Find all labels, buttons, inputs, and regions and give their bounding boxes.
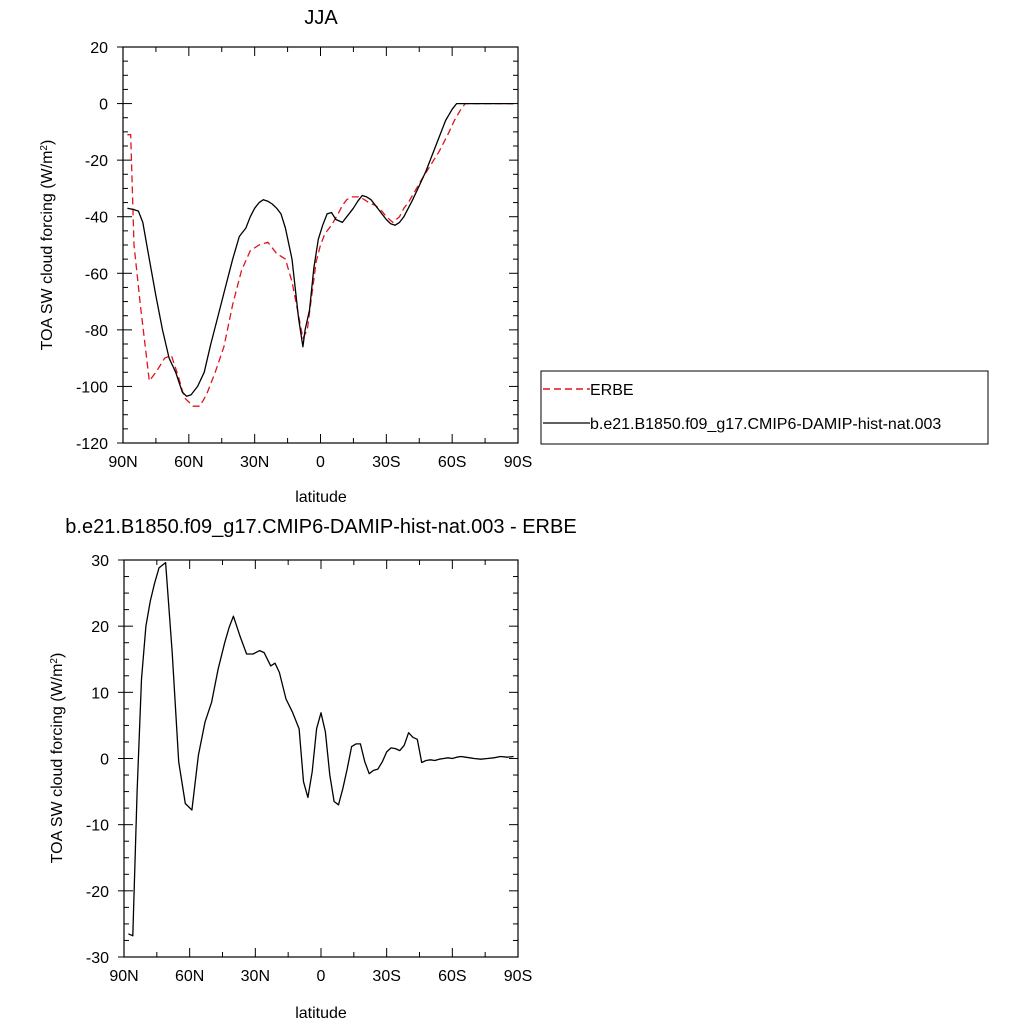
x-tick-label: 90N — [108, 454, 137, 471]
y-tick-label: 20 — [90, 40, 108, 57]
x-tick-label: 60N — [174, 454, 203, 471]
x-axis-label: latitude — [295, 1005, 347, 1022]
y-tick-label: 20 — [91, 619, 109, 636]
legend: ERBE b.e21.B1850.f09_g17.CMIP6-DAMIP-his… — [540, 370, 989, 445]
y-tick-label: 0 — [100, 752, 109, 769]
x-tick-label: 0 — [316, 454, 325, 471]
y-tick-label: -30 — [86, 950, 109, 967]
y-tick-label: 0 — [99, 97, 108, 114]
y-axis-label: TOA SW cloud forcing (W/m2) — [39, 140, 57, 351]
panel-title: JJA — [304, 7, 338, 29]
x-tick-label: 60N — [175, 968, 204, 985]
series-line-0 — [128, 561, 514, 937]
plot-frame — [123, 559, 519, 958]
panel-title: b.e21.B1850.f09_g17.CMIP6-DAMIP-hist-nat… — [65, 516, 576, 538]
x-tick-label: 30N — [240, 454, 269, 471]
series-line-0 — [127, 102, 514, 407]
series-line-1 — [127, 102, 514, 397]
x-tick-label: 90S — [504, 968, 532, 985]
x-tick-label: 30S — [372, 968, 400, 985]
x-tick-label: 0 — [317, 968, 326, 985]
y-tick-label: -10 — [86, 818, 109, 835]
y-tick-label: -20 — [86, 884, 109, 901]
y-tick-label: -60 — [85, 266, 108, 283]
legend-label-model: b.e21.B1850.f09_g17.CMIP6-DAMIP-hist-nat… — [590, 416, 941, 433]
axis-ticks: 90N 60N 30N 0 30S 60S 90S 30 20 10 0 -10 -20 -30 — [86, 553, 532, 985]
x-tick-label: 30S — [372, 454, 400, 471]
series-lines — [127, 102, 514, 407]
plot-frame — [122, 46, 519, 444]
series-lines — [128, 561, 514, 937]
x-tick-label: 90N — [109, 968, 138, 985]
y-tick-label: -100 — [76, 379, 108, 396]
x-tick-label: 90S — [504, 454, 532, 471]
legend-label-erbe: ERBE — [590, 382, 634, 399]
y-tick-label: -20 — [85, 153, 108, 170]
y-axis-label: TOA SW cloud forcing (W/m2) — [49, 653, 67, 864]
y-tick-label: -120 — [76, 436, 108, 453]
bottom-panel: b.e21.B1850.f09_g17.CMIP6-DAMIP-hist-nat… — [49, 516, 577, 1022]
y-tick-label: 30 — [91, 553, 109, 570]
x-tick-label: 60S — [438, 968, 466, 985]
y-tick-label: -40 — [85, 210, 108, 227]
top-panel: JJA TOA SW cloud forcing (W/m2) latitude… — [39, 7, 533, 506]
x-tick-label: 30N — [241, 968, 270, 985]
legend-box — [540, 370, 989, 445]
x-axis-label: latitude — [295, 489, 347, 506]
y-tick-label: 10 — [91, 685, 109, 702]
y-tick-label: -80 — [85, 323, 108, 340]
x-tick-label: 60S — [438, 454, 466, 471]
axis-ticks: 90N 60N 30N 0 30S 60S 90S 20 0 -20 -40 -60 -80 -100 -1… — [76, 40, 532, 471]
